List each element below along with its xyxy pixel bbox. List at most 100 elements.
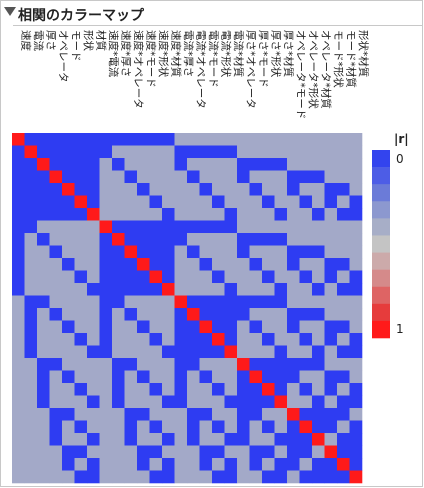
heatmap-cell [149,445,163,459]
heatmap-cell [124,470,138,484]
heatmap-cell [24,320,38,334]
heatmap-cell [199,283,213,296]
heatmap-cell [287,458,300,471]
heatmap-cell [312,395,325,409]
heatmap-cell [199,383,213,396]
heatmap-cell [337,358,350,371]
heatmap-cell [337,270,350,284]
heatmap-cell [62,395,75,409]
heatmap-cell [299,470,313,484]
heatmap-cell [174,158,188,171]
heatmap-cell [112,133,125,146]
heatmap-cell [237,420,250,434]
heatmap-cell [212,220,225,234]
heatmap-cell [337,258,350,271]
heatmap-cell [62,408,75,421]
heatmap-cell [274,458,288,471]
heatmap-cell [62,320,75,334]
heatmap-cell [287,358,300,371]
heatmap-cell [312,345,325,359]
heatmap-cell [249,220,263,234]
heatmap-cell [49,245,63,259]
heatmap-cell [162,295,175,309]
heatmap-cell [24,233,38,246]
heatmap-cell [49,458,63,471]
heatmap-cell [137,433,150,446]
heatmap-cell [74,345,88,359]
heatmap-cell [249,270,263,284]
heatmap-cell [212,183,225,196]
heatmap-cell [99,333,113,346]
heatmap-cell [312,470,325,484]
heatmap-cell [112,358,125,371]
heatmap-cell [74,408,88,421]
heatmap-cell [349,308,363,321]
heatmap-cell [49,145,63,159]
heatmap-cell [112,208,125,221]
heatmap-cell [62,433,75,446]
legend-max-label: 1 [396,322,404,336]
disclosure-triangle-icon[interactable] [4,7,16,16]
heatmap-cell [249,258,263,271]
heatmap-cell [112,283,125,296]
heatmap-cell [262,358,275,371]
heatmap-cell [12,233,25,246]
heatmap-cell [187,433,200,446]
heatmap-cell [287,220,300,234]
heatmap-cell [174,170,188,184]
heatmap-cell [24,345,38,359]
title-bar: 相関のカラーマップ [1,1,424,27]
heatmap-cell [62,270,75,284]
heatmap-cell [199,395,213,409]
heatmap-cell [212,345,225,359]
heatmap-cell [324,420,338,434]
heatmap-cell [174,233,188,246]
heatmap-cell [274,320,288,334]
heatmap-cell [99,370,113,384]
heatmap-cell [199,308,213,321]
heatmap-cell [162,220,175,234]
heatmap-cell [199,345,213,359]
heatmap-cell [274,158,288,171]
heatmap-cell [124,258,138,271]
heatmap-cell [149,408,163,421]
heatmap-cell [212,433,225,446]
heatmap-cell [199,433,213,446]
heatmap-cell [237,408,250,421]
heatmap-cell [37,183,50,196]
heatmap-cell [337,333,350,346]
heatmap-cell [199,295,213,309]
heatmap-cell [37,208,50,221]
heatmap-cell [74,370,88,384]
heatmap-cell [299,270,313,284]
heatmap-cell [337,195,350,209]
heatmap-cell [262,233,275,246]
heatmap-cell [187,320,200,334]
heatmap-cell [237,133,250,146]
column-label: 材質 [94,30,107,51]
heatmap-cell [112,220,125,234]
heatmap-cell [174,195,188,209]
heatmap-cell [237,395,250,409]
heatmap-cell [99,145,113,159]
heatmap-cell [37,258,50,271]
heatmap-cell [312,233,325,246]
heatmap-cell [162,433,175,446]
heatmap-cell [24,445,38,459]
legend-swatch [372,269,390,288]
heatmap-cell [212,458,225,471]
heatmap-cell [262,220,275,234]
heatmap-cell [149,420,163,434]
heatmap-cell [174,370,188,384]
heatmap-cell [262,208,275,221]
heatmap-cell [224,433,238,446]
heatmap-cell [274,170,288,184]
heatmap-cell [224,170,238,184]
heatmap-cell [124,408,138,421]
heatmap-cell [124,445,138,459]
heatmap-cell [299,145,313,159]
heatmap-cell [37,195,50,209]
heatmap-cell [99,258,113,271]
heatmap-cell [337,470,350,484]
heatmap-cell [262,345,275,359]
